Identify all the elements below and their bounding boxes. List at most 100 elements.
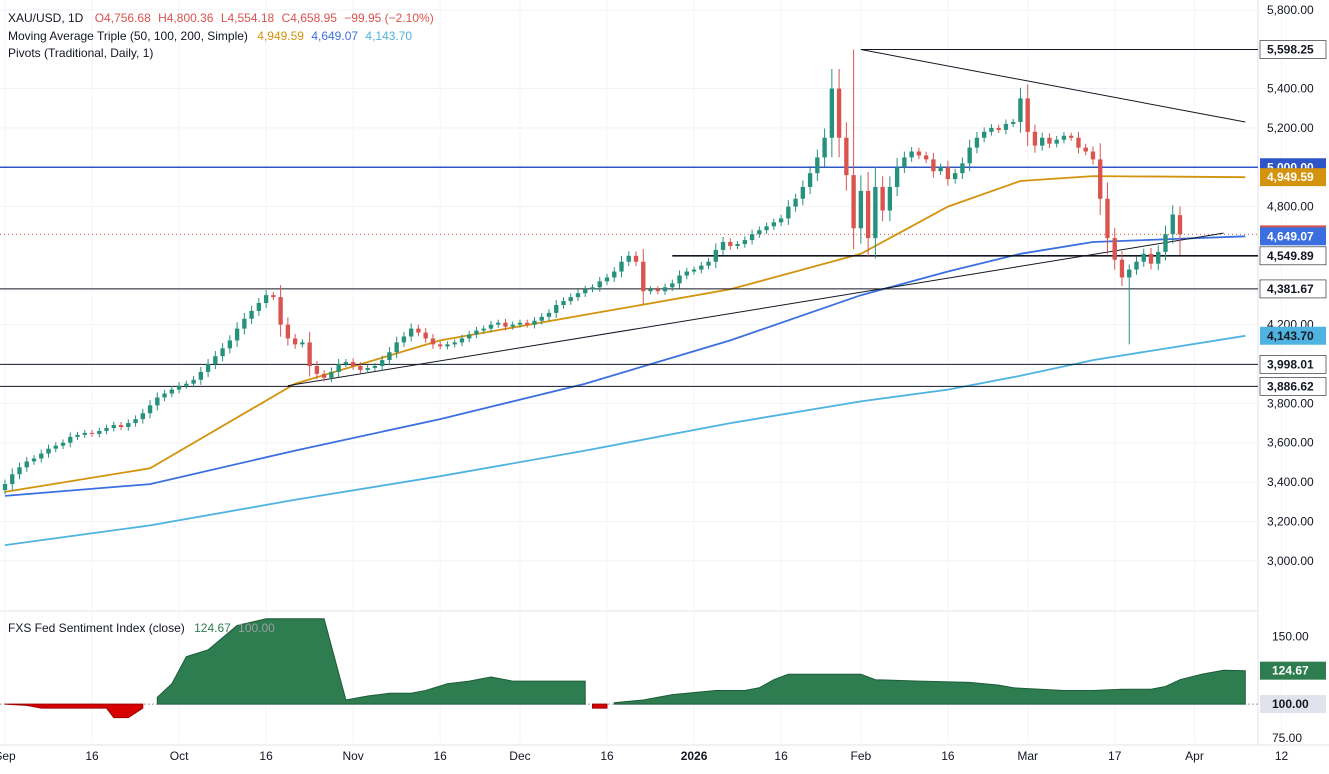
candle-body <box>996 127 1001 130</box>
candle-body <box>604 277 610 282</box>
time-tick-label: Mar <box>1017 749 1038 763</box>
candle-body <box>336 364 341 372</box>
candle-body <box>126 423 131 427</box>
candle-body <box>176 385 182 390</box>
ma-line-ma50 <box>4 175 1246 493</box>
candle-body <box>561 301 566 305</box>
candle-body <box>220 348 225 357</box>
candle-body <box>394 342 399 353</box>
candle-body <box>474 330 479 335</box>
time-tick-label: Apr <box>1185 749 1204 763</box>
price-axis: 5,800.005,400.005,200.004,800.004,200.00… <box>1259 3 1327 745</box>
price-marker-bg <box>1260 168 1326 187</box>
candle-body <box>140 413 145 420</box>
candle-body <box>815 157 820 174</box>
candle-body <box>633 255 639 262</box>
price-marker-label: 5,598.25 <box>1267 43 1314 57</box>
candle-body <box>967 147 972 164</box>
ma-indicator-label[interactable]: Moving Average Triple (50, 100, 200, Sim… <box>8 29 248 43</box>
candle-body <box>234 328 240 341</box>
open-value: O4,756.68 <box>95 11 151 25</box>
ma50-value: 4,949.59 <box>257 29 304 43</box>
candle-body <box>445 344 450 347</box>
candle-body <box>401 336 407 343</box>
candle-body <box>89 432 95 434</box>
symbol-label[interactable]: XAU/USD, 1D <box>8 11 84 25</box>
candle-body <box>1177 215 1183 235</box>
time-tick-label: 16 <box>774 749 788 763</box>
sentiment-pane <box>0 618 1258 719</box>
candle-body <box>525 322 530 325</box>
legend: XAU/USD, 1D O4,756.68 H4,800.36 L4,554.1… <box>8 11 434 635</box>
candle-body <box>713 249 718 262</box>
indicator-label[interactable]: FXS Fed Sentiment Index (close) <box>8 621 185 635</box>
indicator-tick-label: 75.00 <box>1272 731 1302 745</box>
price-marker-bg <box>1259 40 1327 59</box>
candle-body <box>575 293 581 298</box>
candle-body <box>655 289 660 292</box>
candle-body <box>416 328 421 333</box>
candle-body <box>104 427 109 431</box>
candle-body <box>68 436 73 443</box>
candle-body <box>271 295 276 298</box>
price-marker-label: 4,949.59 <box>1267 170 1314 184</box>
candle-body <box>670 283 675 288</box>
candle-body <box>829 88 835 138</box>
price-marker-bg <box>1260 326 1326 345</box>
sentiment-area-negative <box>592 703 608 709</box>
ma-line-ma200 <box>4 334 1246 546</box>
candle-body <box>481 328 486 331</box>
candle-body <box>1061 135 1067 140</box>
candle-body <box>184 383 189 386</box>
close-value: C4,658.95 <box>282 11 338 25</box>
candle-body <box>735 244 740 246</box>
candle-body <box>379 360 385 366</box>
high-value: H4,800.36 <box>158 11 214 25</box>
candle-body <box>981 131 987 138</box>
candle-body <box>517 322 523 325</box>
candle-body <box>430 338 436 345</box>
candle-body <box>684 271 689 276</box>
candle-body <box>133 419 138 424</box>
time-tick-label: 16 <box>941 749 955 763</box>
candle-body <box>648 289 653 292</box>
candles <box>2 49 1183 495</box>
candle-body <box>865 190 871 239</box>
ma100-value: 4,649.07 <box>311 29 358 43</box>
svg-text:FXS Fed Sentiment Index (close: FXS Fed Sentiment Index (close) 124.67 1… <box>8 621 275 635</box>
candle-body <box>691 269 697 272</box>
candle-body <box>945 167 951 180</box>
candle-body <box>771 222 777 227</box>
candle-body <box>75 434 80 437</box>
candle-body <box>662 287 668 292</box>
candle-body <box>626 255 631 262</box>
candle-body <box>1098 159 1103 199</box>
time-tick-label: Dec <box>509 749 530 763</box>
candle-body <box>554 305 559 313</box>
candle-body <box>844 137 849 176</box>
candle-body <box>764 226 769 231</box>
candle-body <box>169 389 174 394</box>
indicator-marker-bg <box>1260 695 1326 714</box>
candle-body <box>205 364 211 372</box>
time-tick-label: 16 <box>259 749 273 763</box>
candle-body <box>1119 259 1125 278</box>
candle-body <box>1163 234 1168 252</box>
candle-body <box>343 362 349 365</box>
indicator-marker-label: 100.00 <box>1272 697 1309 711</box>
sentiment-area-positive <box>613 669 1246 705</box>
candle-body <box>372 366 378 368</box>
candle-body <box>641 261 646 292</box>
time-tick-label: 16 <box>434 749 448 763</box>
sentiment-area-negative <box>4 703 144 719</box>
pivots-label[interactable]: Pivots (Traditional, Daily, 1) <box>8 46 153 60</box>
candle-body <box>198 371 204 380</box>
price-tick-label: 3,600.00 <box>1267 436 1314 450</box>
candle-body <box>699 265 704 270</box>
indicator-tick-label: 150.00 <box>1272 629 1309 643</box>
candle-body <box>242 318 247 329</box>
price-tick-label: 3,000.00 <box>1267 554 1314 568</box>
time-tick-label: Sep <box>0 749 16 763</box>
